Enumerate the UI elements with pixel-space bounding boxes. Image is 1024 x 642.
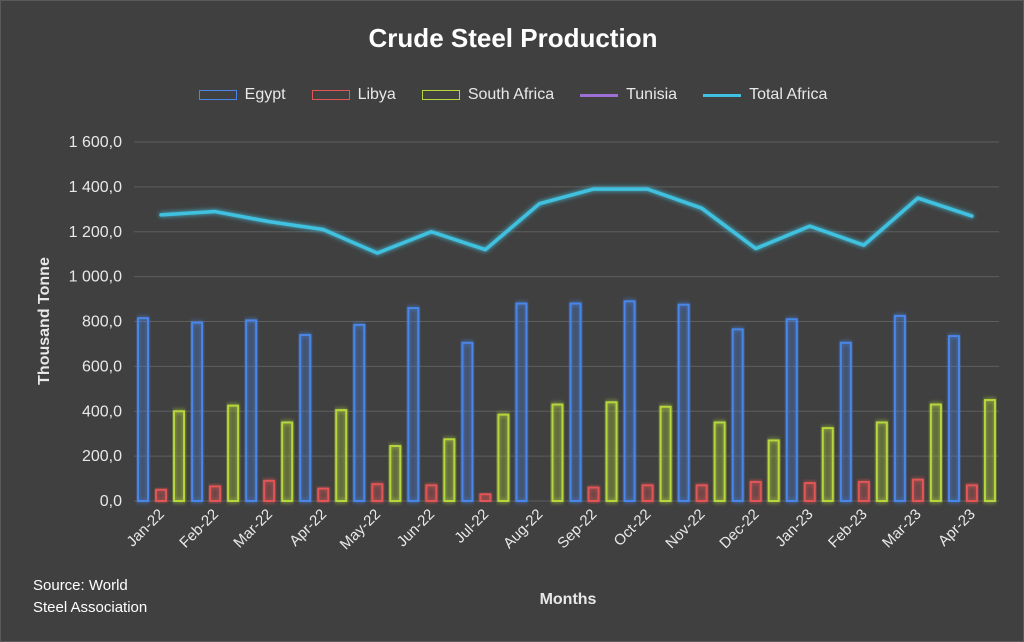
- bar-egypt: [515, 302, 528, 502]
- line-total-africa: [159, 187, 974, 255]
- bar-libya: [587, 486, 600, 503]
- x-tick-label: Jan-23: [772, 506, 816, 550]
- x-tick-label: Mar-22: [230, 506, 276, 552]
- x-tick-label: Nov-22: [662, 506, 708, 552]
- chart-title: Crude Steel Production: [368, 23, 658, 53]
- bar-south-africa: [335, 409, 348, 502]
- x-tick-label: Jun-22: [394, 506, 438, 550]
- legend-label: Tunisia: [626, 86, 678, 103]
- source-line-2: Steel Association: [33, 599, 148, 616]
- x-tick-label: Dec-22: [716, 506, 762, 552]
- legend-item-egypt: Egypt: [198, 86, 286, 104]
- bar-libya: [317, 487, 330, 502]
- bar-libya: [641, 484, 654, 503]
- bar-egypt: [839, 341, 852, 502]
- bar-libya: [479, 493, 492, 502]
- legend-label: Egypt: [244, 86, 286, 103]
- y-tick-label: 200,0: [82, 448, 122, 465]
- bar-libya: [911, 478, 924, 503]
- x-tick-label: May-22: [337, 506, 384, 553]
- bar-libya: [263, 479, 276, 502]
- legend-item-tunisia: Tunisia: [580, 86, 677, 104]
- bar-libya: [749, 480, 762, 503]
- bar-libya: [425, 484, 438, 503]
- y-tick-label: 1 200,0: [69, 224, 122, 241]
- bar-libya: [695, 484, 708, 503]
- legend-label: Libya: [357, 86, 396, 103]
- bar-south-africa: [767, 439, 780, 503]
- x-tick-label: Apr-22: [286, 506, 330, 550]
- bar-south-africa: [605, 401, 618, 502]
- bar-south-africa: [173, 410, 186, 502]
- bar-south-africa: [443, 438, 456, 502]
- bar-south-africa: [713, 421, 726, 502]
- legend-label: Total Africa: [749, 86, 828, 103]
- x-tick-label: Apr-23: [935, 506, 979, 550]
- bar-libya: [371, 483, 384, 502]
- bar-egypt: [785, 318, 798, 502]
- bar-south-africa: [551, 403, 564, 502]
- legend-swatch: [703, 93, 742, 97]
- chart-legend: Egypt Libya South Africa Tunisia Total Afric…: [1, 86, 1023, 104]
- y-tick-label: 1 600,0: [69, 134, 122, 151]
- bar-egypt: [893, 314, 906, 502]
- legend-swatch: [580, 93, 619, 97]
- legend-item-south-africa: South Africa: [421, 86, 555, 104]
- bar-egypt: [407, 307, 420, 502]
- bar-libya: [857, 480, 870, 503]
- x-tick-label: Aug-22: [500, 506, 546, 552]
- y-axis-title: Thousand Tonne: [36, 257, 53, 385]
- bar-libya: [965, 484, 978, 503]
- x-tick-label: Feb-23: [825, 506, 871, 552]
- x-axis-title: Months: [539, 591, 597, 608]
- legend-swatch: [198, 90, 237, 100]
- bar-south-africa: [821, 427, 834, 502]
- y-tick-label: 600,0: [82, 358, 122, 375]
- bar-egypt: [461, 341, 474, 502]
- legend-item-total-africa: Total Africa: [703, 86, 827, 104]
- bar-south-africa: [929, 403, 942, 502]
- bar-egypt: [569, 302, 582, 502]
- bar-egypt: [677, 303, 690, 502]
- source-line-1: Source: World: [33, 577, 128, 594]
- source-note: Source: World Steel Association: [33, 575, 147, 619]
- bar-egypt: [947, 335, 960, 502]
- y-tick-label: 400,0: [82, 403, 122, 420]
- x-tick-label: Sep-22: [554, 506, 600, 552]
- x-tick-label: Oct-22: [611, 506, 655, 550]
- bar-egypt: [137, 317, 150, 502]
- bar-south-africa: [281, 421, 294, 502]
- bar-egypt: [623, 300, 636, 502]
- y-tick-label: 0,0: [100, 493, 122, 510]
- bar-south-africa: [659, 405, 672, 503]
- x-tick-label: Jan-22: [123, 506, 167, 550]
- bar-south-africa: [983, 399, 996, 502]
- legend-swatch: [311, 90, 350, 100]
- bar-libya: [209, 485, 222, 502]
- legend-label: South Africa: [467, 86, 555, 103]
- bar-south-africa: [875, 421, 888, 502]
- bar-egypt: [731, 328, 744, 502]
- bar-libya: [803, 482, 816, 502]
- x-tick-label: Feb-22: [176, 506, 222, 552]
- y-tick-label: 1 400,0: [69, 179, 122, 196]
- y-tick-label: 1 000,0: [69, 269, 122, 286]
- bar-south-africa: [227, 404, 240, 502]
- legend-swatch: [421, 90, 460, 100]
- x-tick-label: Mar-23: [879, 506, 925, 552]
- bar-egypt: [191, 321, 204, 503]
- legend-item-libya: Libya: [311, 86, 396, 104]
- bar-egypt: [245, 319, 258, 502]
- bar-south-africa: [497, 413, 510, 503]
- bar-south-africa: [389, 445, 402, 503]
- bar-egypt: [353, 323, 366, 502]
- bar-egypt: [299, 333, 312, 502]
- y-tick-label: 800,0: [82, 314, 122, 331]
- bar-libya: [155, 488, 168, 502]
- x-tick-label: Jul-22: [451, 506, 492, 547]
